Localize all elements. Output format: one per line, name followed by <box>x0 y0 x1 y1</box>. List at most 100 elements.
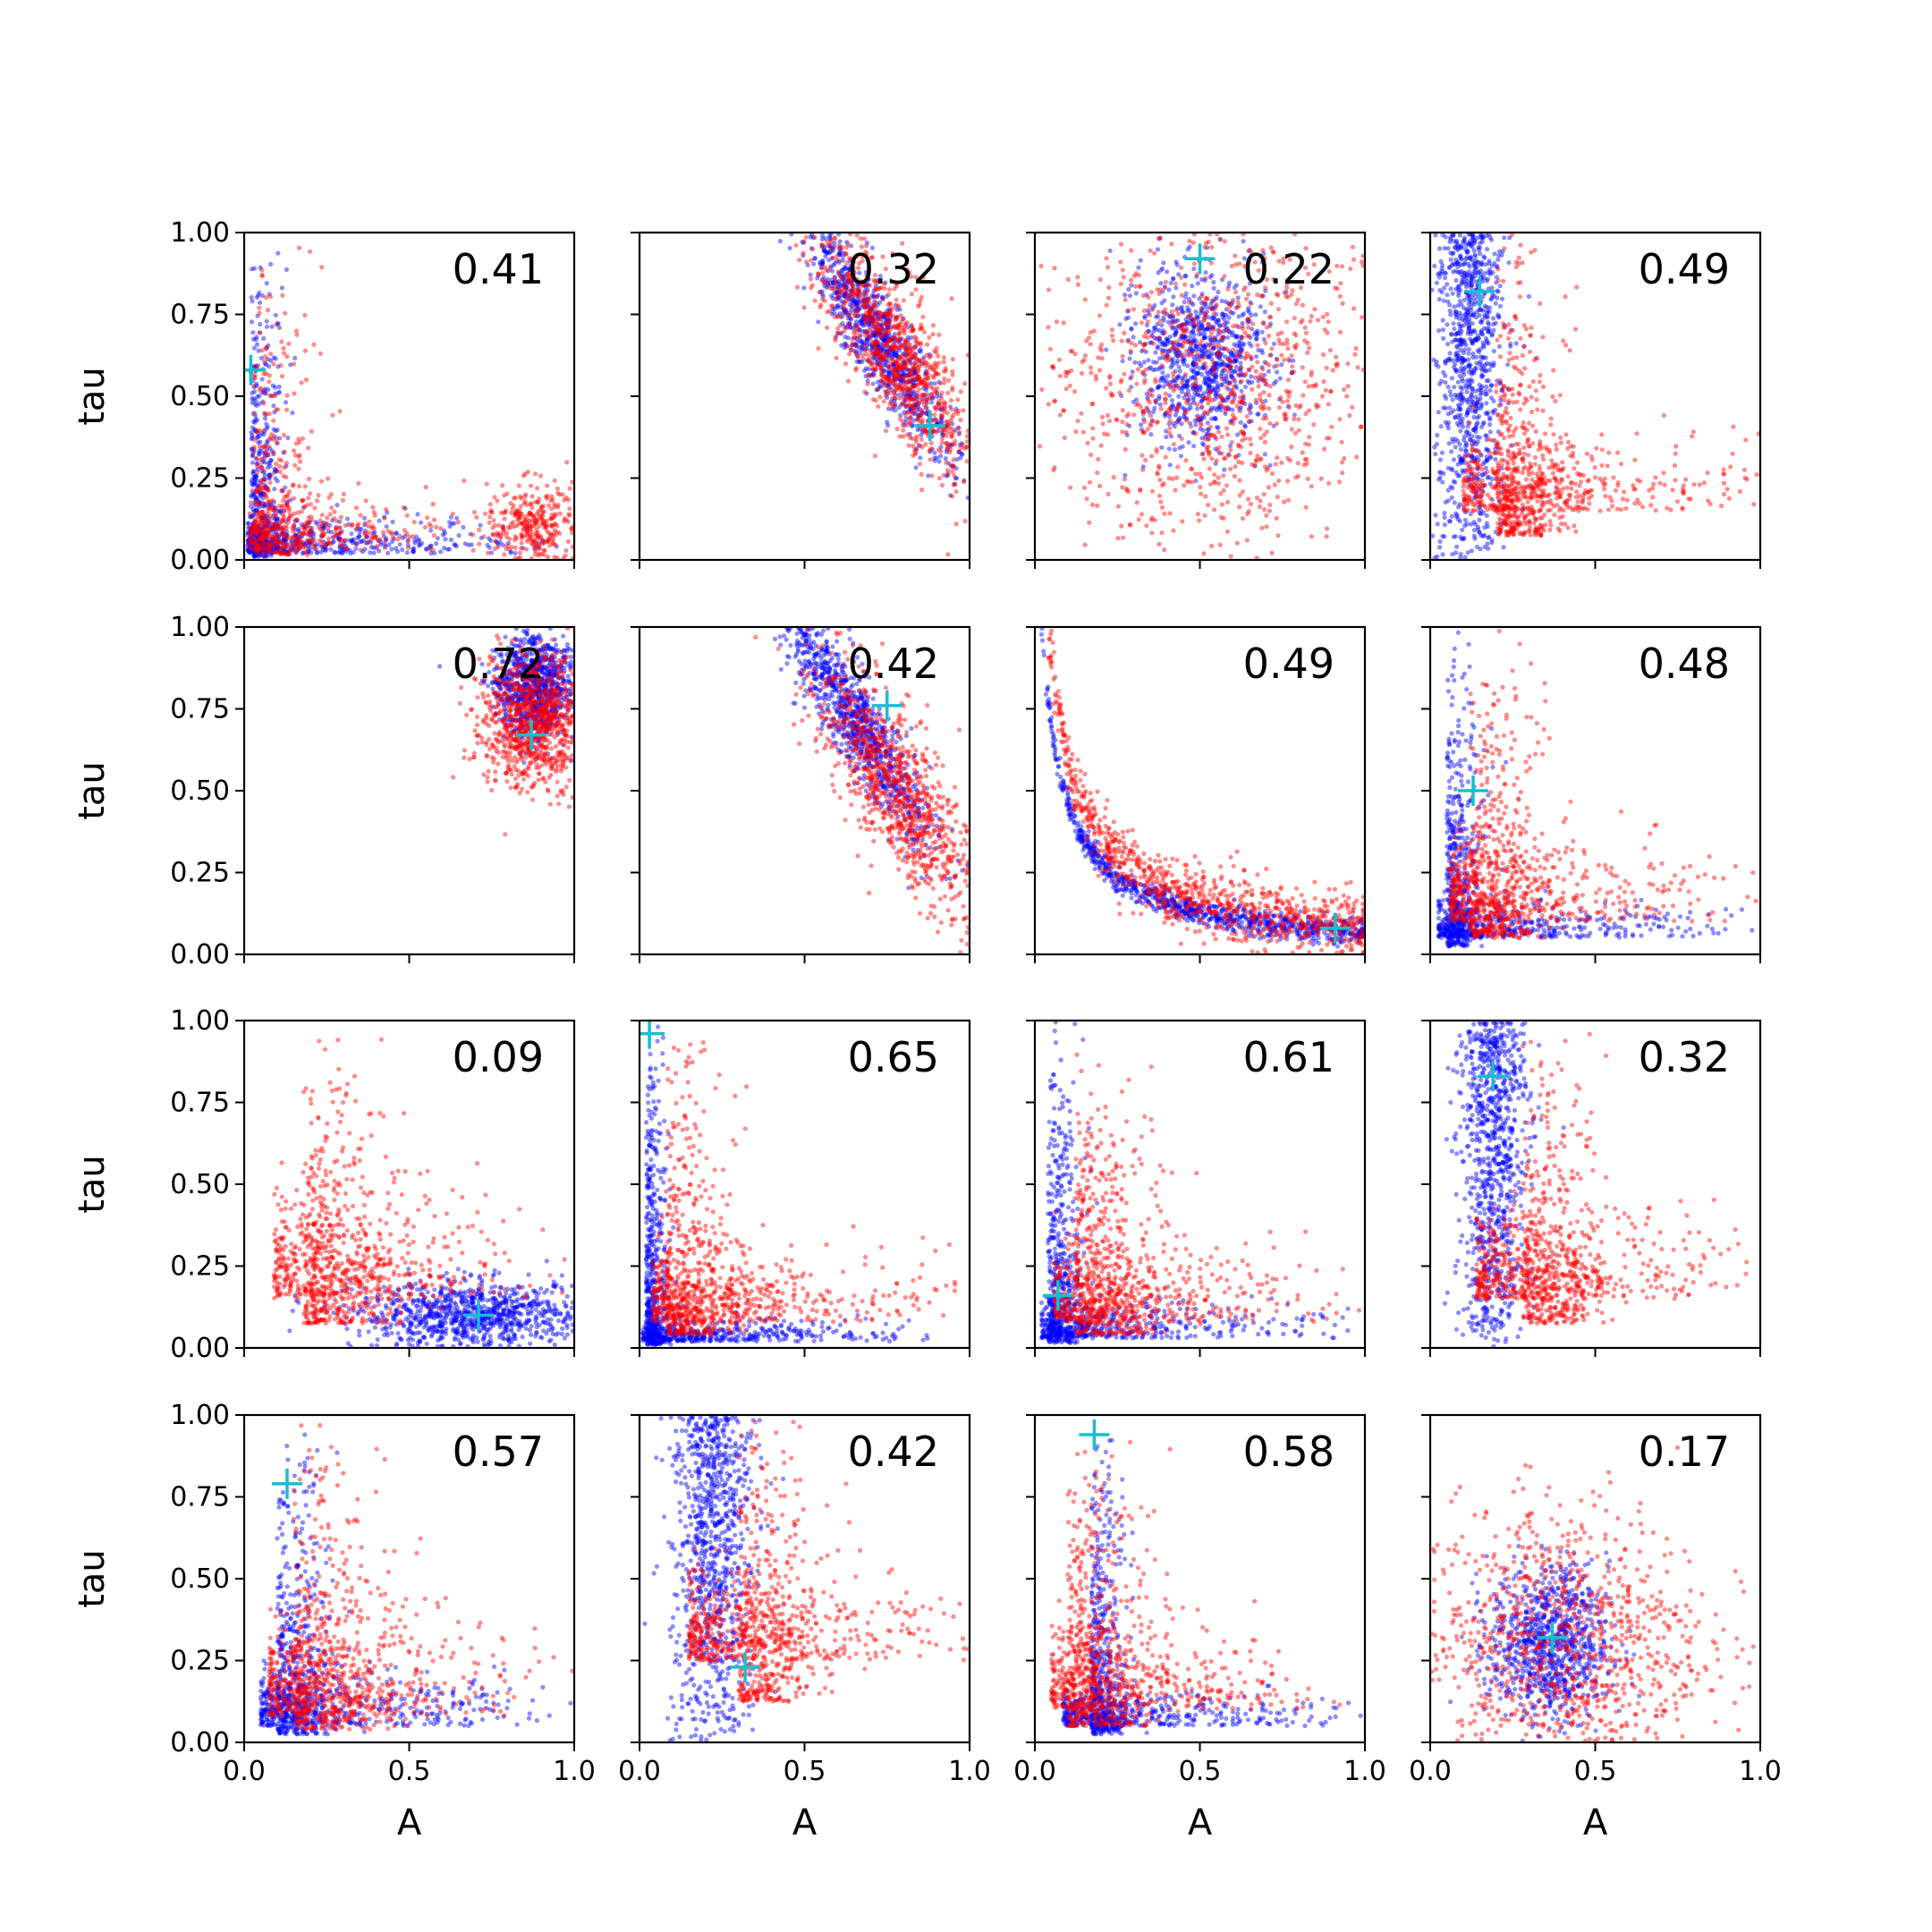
point-red <box>866 297 871 302</box>
point-red <box>514 536 520 541</box>
point-red <box>504 534 510 539</box>
point-blue <box>845 321 852 326</box>
point-blue <box>835 297 841 302</box>
point-blue <box>855 306 860 311</box>
point-blue <box>852 300 859 305</box>
point-red <box>508 521 514 527</box>
point-blue <box>1133 291 1139 296</box>
point-blue <box>853 305 859 310</box>
point-red <box>876 354 881 360</box>
point-blue <box>258 550 264 555</box>
point-blue <box>828 249 834 254</box>
point-red <box>907 415 912 420</box>
point-red <box>253 546 259 551</box>
point-blue <box>940 432 945 437</box>
point-blue <box>895 370 901 376</box>
point-blue <box>891 361 896 368</box>
point-blue <box>1164 434 1169 439</box>
point-red <box>1157 287 1163 292</box>
point-red <box>552 501 557 507</box>
point-blue <box>1258 304 1263 309</box>
point-red <box>902 360 908 365</box>
point-blue <box>258 531 263 537</box>
point-blue <box>265 545 270 551</box>
point-blue <box>1179 389 1184 394</box>
point-red <box>256 543 261 548</box>
point-blue <box>394 530 399 536</box>
point-blue <box>865 331 870 336</box>
point-red <box>564 517 569 522</box>
point-blue <box>1242 385 1248 390</box>
point-blue <box>900 367 905 372</box>
point-red <box>862 313 868 318</box>
point-red <box>911 367 916 372</box>
point-blue <box>831 262 836 267</box>
point-blue <box>915 416 920 421</box>
point-blue <box>276 537 282 542</box>
point-red <box>489 510 495 515</box>
point-red <box>1131 412 1137 418</box>
point-blue <box>888 314 894 319</box>
point-blue <box>903 402 909 408</box>
point-red <box>838 323 843 328</box>
point-red <box>427 521 432 527</box>
point-blue <box>847 267 852 273</box>
point-red <box>284 525 289 530</box>
point-blue <box>250 478 255 483</box>
point-blue <box>1146 358 1151 363</box>
point-blue <box>862 341 868 346</box>
point-blue <box>956 449 962 454</box>
point-red <box>852 313 858 318</box>
point-red <box>272 526 277 531</box>
point-blue <box>257 300 263 305</box>
point-blue <box>857 305 862 310</box>
point-red <box>844 343 850 349</box>
point-red <box>1163 454 1168 460</box>
point-red <box>949 426 954 432</box>
point-blue <box>848 325 853 330</box>
point-blue <box>810 234 816 241</box>
point-red <box>388 530 394 536</box>
point-red <box>497 530 503 537</box>
point-blue <box>258 548 264 554</box>
point-red <box>1184 348 1190 354</box>
point-red <box>834 355 839 360</box>
point-red <box>886 292 892 297</box>
point-blue <box>278 510 284 515</box>
point-red <box>886 339 891 344</box>
point-blue <box>1126 286 1131 292</box>
point-blue <box>250 411 256 416</box>
point-red <box>922 360 928 365</box>
point-blue <box>252 526 258 532</box>
point-red <box>894 386 900 392</box>
point-red <box>894 367 900 372</box>
point-blue <box>296 541 301 547</box>
point-red <box>909 324 915 329</box>
point-blue <box>929 395 935 401</box>
point-blue <box>827 280 833 286</box>
point-red <box>522 523 528 529</box>
point-blue <box>251 538 257 543</box>
point-red <box>266 451 271 456</box>
point-red <box>1233 464 1238 470</box>
point-blue <box>882 314 887 319</box>
point-red <box>549 535 555 540</box>
point-red <box>338 530 343 535</box>
point-blue <box>253 417 258 422</box>
point-red <box>895 383 901 388</box>
point-blue <box>840 321 845 326</box>
point-red <box>936 332 942 337</box>
point-red <box>311 342 317 347</box>
point-blue <box>261 335 267 342</box>
point-blue <box>820 258 826 264</box>
point-red <box>864 276 869 282</box>
point-blue <box>901 317 906 322</box>
point-blue <box>887 364 893 370</box>
point-red <box>302 348 308 353</box>
point-blue <box>1186 440 1191 445</box>
point-blue <box>820 233 826 238</box>
point-red <box>337 409 343 414</box>
point-blue <box>300 542 305 547</box>
point-blue <box>423 547 429 552</box>
point-blue <box>273 521 278 526</box>
